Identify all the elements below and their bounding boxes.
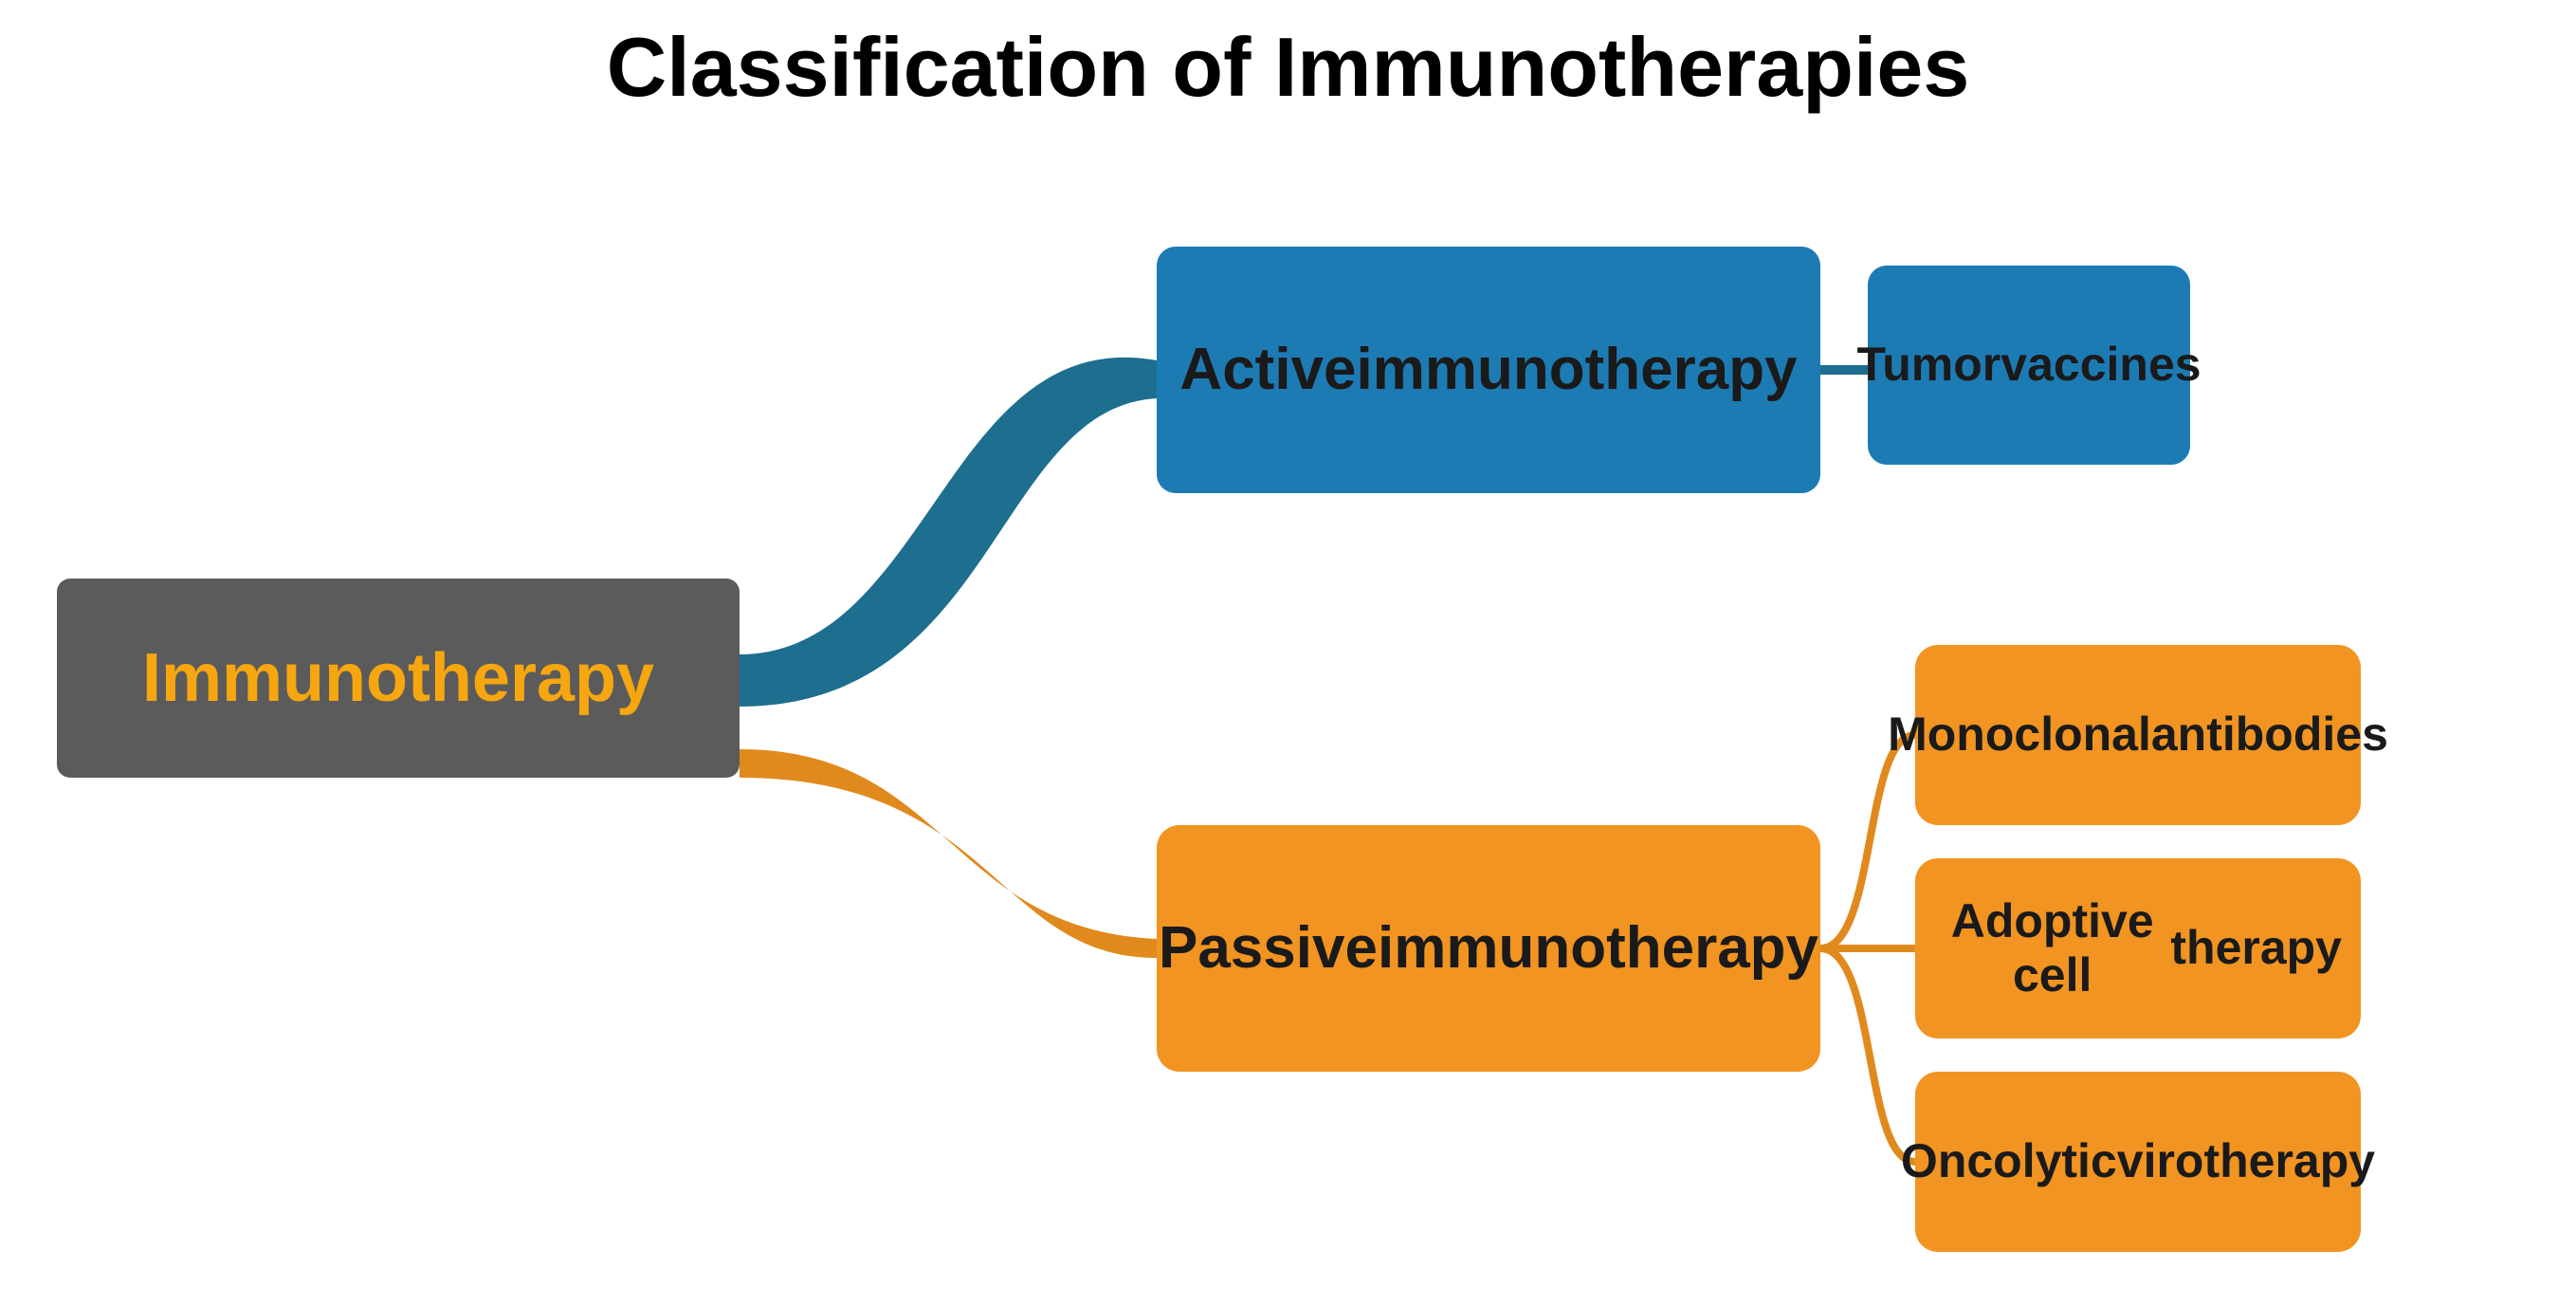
node-adoptive-cell-therapy: Adoptive celltherapy [1915, 858, 2361, 1038]
node-label-line: vaccines [2001, 338, 2201, 393]
node-active-immunotherapy: Activeimmunotherapy [1157, 247, 1820, 493]
node-label-line: virotherapy [2117, 1134, 2375, 1189]
diagram-title: Classification of Immunotherapies [0, 19, 2576, 116]
node-passive-immunotherapy: Passiveimmunotherapy [1157, 825, 1820, 1072]
node-label-line: immunotherapy [1357, 336, 1798, 403]
node-oncolytic-virotherapy: Oncolyticvirotherapy [1915, 1072, 2361, 1252]
node-label-line: Passive [1159, 914, 1378, 982]
node-label-line: Tumor [1856, 338, 2001, 393]
node-label-line: Adoptive cell [1934, 894, 2170, 1003]
node-label-line: Immunotherapy [142, 639, 654, 718]
node-label-line: antibodies [2151, 708, 2388, 763]
node-label-line: therapy [2170, 921, 2342, 976]
node-label-line: Monoclonal [1888, 708, 2151, 763]
node-label-line: Oncolytic [1901, 1134, 2117, 1189]
node-root: Immunotherapy [57, 579, 740, 778]
node-label-line: immunotherapy [1378, 914, 1818, 982]
node-monoclonal-antibodies: Monoclonalantibodies [1915, 645, 2361, 825]
node-label-line: Active [1179, 336, 1356, 403]
node-tumor-vaccines: Tumorvaccines [1868, 266, 2190, 465]
diagram-canvas: Classification of Immunotherapies Immuno… [0, 0, 2576, 1305]
